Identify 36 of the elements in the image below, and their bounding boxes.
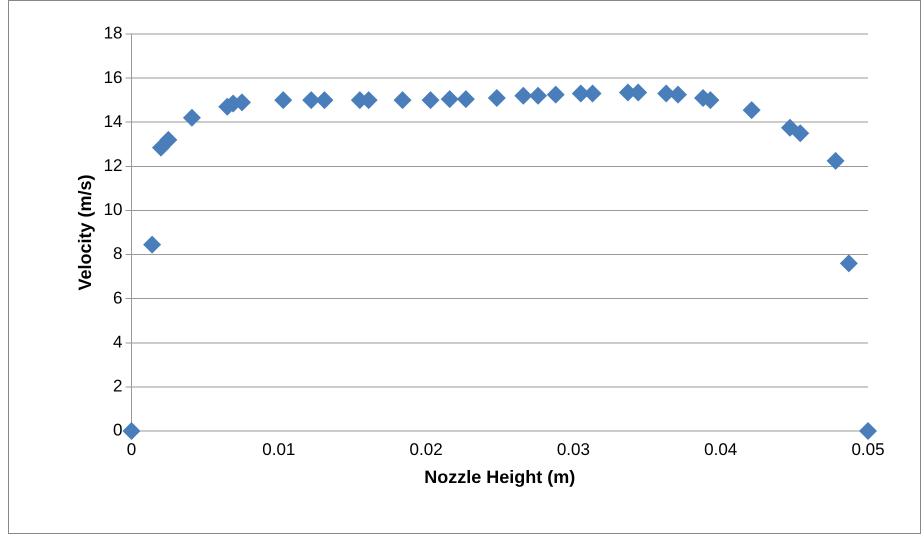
- point: [274, 91, 292, 110]
- point: [840, 254, 858, 272]
- y-tick-label: 0: [113, 420, 123, 440]
- y-tick-label: 12: [104, 156, 123, 176]
- point: [394, 91, 412, 110]
- point: [514, 86, 532, 105]
- point: [826, 152, 845, 170]
- x-tick-label: 0.03: [556, 440, 590, 459]
- point: [182, 108, 201, 127]
- point: [488, 88, 506, 107]
- y-tick-label: 16: [104, 68, 123, 87]
- y-axis-title: Velocity (m/s): [74, 174, 95, 291]
- x-tick-label: 0.04: [704, 440, 738, 459]
- y-tick-label: 18: [104, 24, 123, 43]
- point: [546, 86, 565, 104]
- point: [422, 91, 440, 110]
- point: [122, 422, 141, 440]
- y-tick-label: 2: [113, 376, 123, 396]
- point: [143, 236, 162, 254]
- y-tick-label: 8: [113, 244, 123, 264]
- x-tick-label: 0: [126, 440, 136, 459]
- point: [742, 101, 761, 120]
- x-tick-label: 0.05: [851, 440, 885, 459]
- point: [859, 422, 877, 440]
- x-tick-label: 0.01: [262, 440, 296, 459]
- point: [456, 90, 475, 108]
- point: [791, 124, 810, 142]
- y-tick-label: 4: [113, 332, 123, 352]
- y-tick-label: 6: [113, 288, 123, 308]
- point: [529, 86, 548, 105]
- point: [159, 130, 178, 149]
- x-tick-label: 0.02: [410, 440, 443, 459]
- y-tick-label: 14: [104, 112, 123, 131]
- point: [440, 90, 459, 108]
- x-axis-title: Nozzle Height (m): [424, 467, 576, 488]
- y-tick-label: 10: [104, 200, 123, 220]
